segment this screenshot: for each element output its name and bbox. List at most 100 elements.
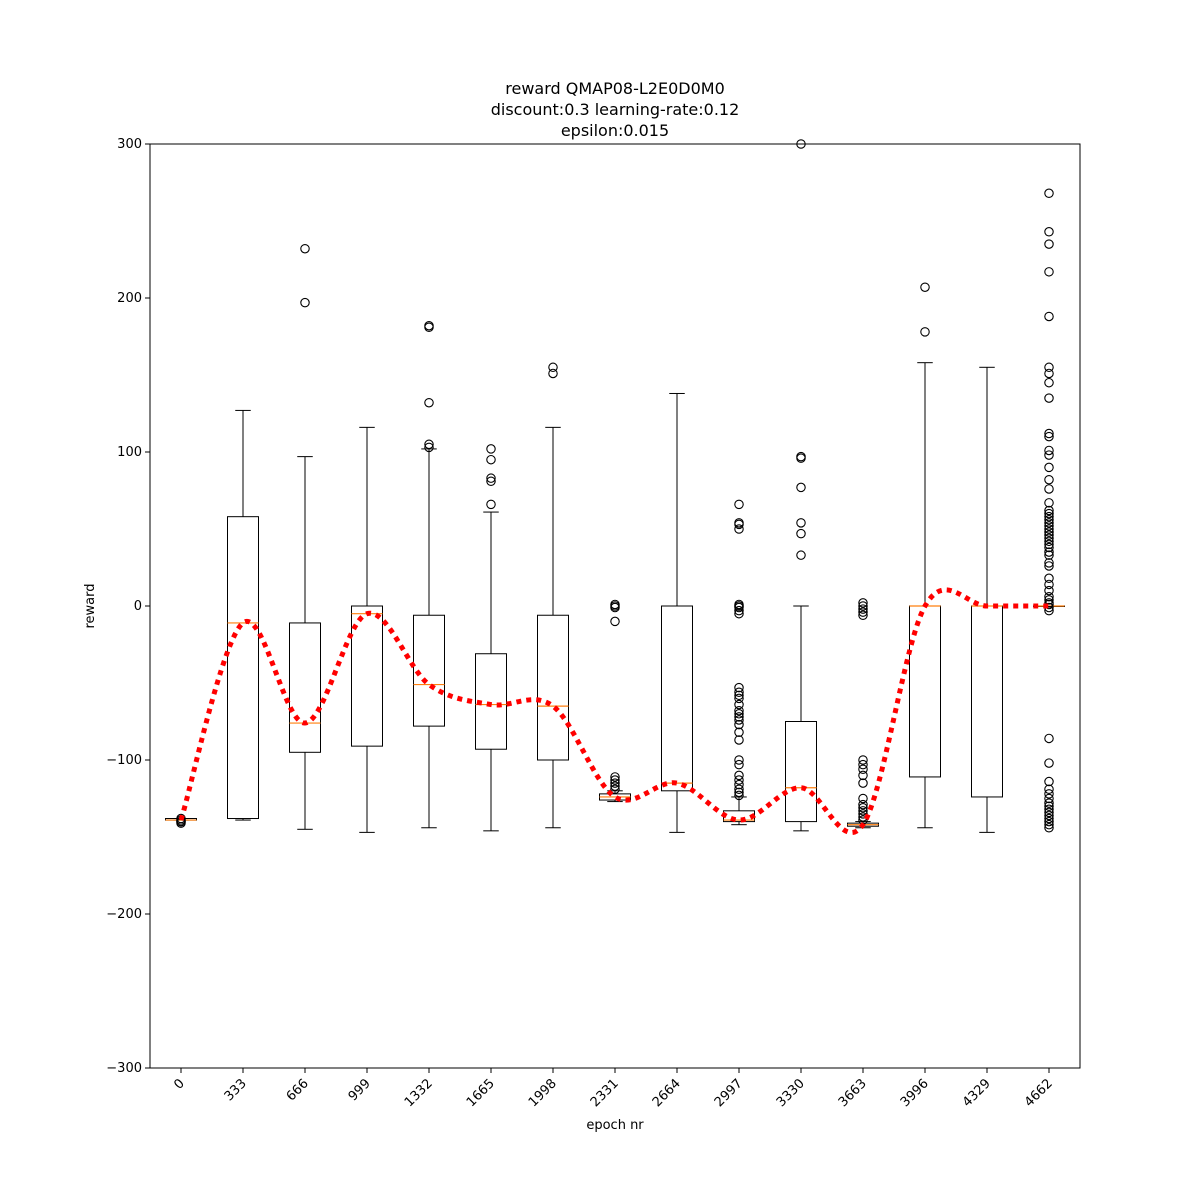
outlier-point	[796, 518, 806, 528]
outlier-point	[858, 764, 868, 774]
outlier-point	[1044, 789, 1054, 799]
y-tick-label: 200	[117, 291, 142, 306]
outlier-point	[858, 759, 868, 770]
outlier-point	[1044, 518, 1054, 528]
outlier-point	[1044, 547, 1054, 557]
outlier-point	[796, 528, 806, 539]
outlier-point	[1044, 816, 1054, 827]
outlier-point	[858, 806, 868, 816]
outlier-point	[1044, 239, 1054, 249]
outlier-point	[486, 454, 496, 465]
box-group	[785, 139, 817, 832]
plot-area	[165, 139, 1065, 835]
outlier-point	[610, 784, 620, 795]
outlier-point	[734, 608, 744, 619]
outlier-point	[1044, 393, 1054, 403]
box-body	[227, 516, 259, 820]
box-group	[413, 320, 445, 829]
chart-title-line-1: reward QMAP08-L2E0D0M0	[505, 79, 725, 98]
outlier-point	[858, 598, 868, 608]
outlier-point	[734, 499, 744, 510]
outlier-point	[734, 709, 744, 719]
outlier-point	[300, 297, 310, 308]
outlier-point	[734, 727, 744, 738]
outlier-point	[1044, 810, 1054, 821]
outlier-point	[300, 243, 310, 254]
outlier-point	[734, 687, 744, 697]
outlier-point	[1044, 539, 1054, 550]
outlier-point	[424, 439, 434, 450]
box-body	[289, 622, 321, 753]
outlier-point	[734, 735, 744, 745]
outlier-point	[1044, 188, 1054, 199]
outlier-point	[734, 705, 744, 716]
outlier-point	[1044, 579, 1054, 590]
outlier-point	[486, 499, 496, 510]
outlier-point	[1044, 536, 1054, 547]
outlier-point	[1044, 428, 1054, 439]
outlier-point	[1044, 598, 1054, 608]
outlier-point	[1044, 804, 1054, 815]
y-axis-label: reward	[83, 583, 98, 628]
outlier-point	[1044, 227, 1054, 237]
outlier-point	[858, 778, 868, 788]
outlier-point	[1044, 550, 1054, 560]
chart-title-line-2: discount:0.3 learning-rate:0.12	[491, 100, 740, 119]
outlier-point	[858, 793, 868, 804]
box-group	[723, 499, 755, 826]
outlier-point	[858, 770, 868, 781]
y-tick-label: 0	[134, 599, 142, 614]
outlier-point	[1044, 450, 1054, 460]
outlier-point	[610, 775, 620, 785]
y-tick-label: −300	[106, 1061, 142, 1076]
outlier-point	[1044, 533, 1054, 543]
outlier-point	[1044, 793, 1054, 804]
outlier-point	[1044, 558, 1054, 568]
outlier-point	[486, 473, 496, 483]
outlier-point	[796, 482, 806, 493]
outlier-point	[734, 682, 744, 693]
outlier-point	[1044, 542, 1054, 553]
outlier-point	[610, 781, 620, 791]
median-trend-line	[178, 587, 1049, 835]
outlier-point	[858, 604, 868, 614]
outlier-point	[734, 775, 744, 785]
box-group	[847, 598, 879, 829]
outlier-point	[858, 755, 868, 765]
x-axis-label: epoch nr	[586, 1118, 644, 1133]
outlier-point	[486, 444, 496, 454]
outlier-point	[1044, 798, 1054, 808]
outlier-point	[1044, 561, 1054, 571]
outlier-point	[1044, 573, 1054, 584]
outlier-point	[610, 772, 620, 782]
outlier-point	[1044, 515, 1054, 525]
outlier-point	[734, 524, 744, 534]
y-tick-label: −200	[106, 907, 142, 922]
outlier-point	[920, 327, 930, 337]
box-group	[599, 599, 631, 803]
outlier-point	[1044, 527, 1054, 537]
outlier-point	[1044, 362, 1054, 373]
outlier-point	[858, 802, 868, 813]
outlier-point	[734, 599, 744, 610]
outlier-point	[1044, 484, 1054, 494]
outlier-point	[734, 712, 744, 722]
outlier-point	[1044, 801, 1054, 811]
outlier-point	[1044, 445, 1054, 456]
outlier-point	[548, 362, 558, 373]
outlier-point	[734, 784, 744, 795]
chart-title-line-3: epsilon:0.015	[561, 121, 669, 140]
outlier-point	[1044, 813, 1054, 824]
outlier-point	[920, 282, 930, 292]
box-group	[537, 362, 569, 829]
outlier-point	[734, 715, 744, 725]
outlier-point	[1044, 524, 1054, 534]
box-body	[351, 605, 383, 747]
outlier-point	[610, 616, 620, 627]
outlier-point	[734, 699, 744, 710]
outlier-point	[1044, 585, 1054, 596]
outlier-point	[1044, 511, 1054, 522]
outlier-point	[1044, 807, 1054, 818]
